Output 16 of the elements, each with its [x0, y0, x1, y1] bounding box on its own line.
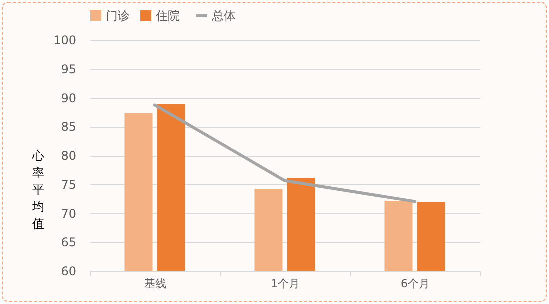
- x-tick-label: 6个月: [401, 278, 430, 290]
- legend-label: 总体: [211, 9, 236, 23]
- y-tick-label: 100: [54, 34, 76, 48]
- y-tick-label: 60: [61, 264, 76, 278]
- y-tick-label: 65: [61, 236, 76, 250]
- y-tick-label: 95: [61, 62, 76, 76]
- x-tick-label: 基线: [144, 278, 166, 290]
- legend-label: 住院: [155, 9, 180, 23]
- y-tick-label: 90: [61, 91, 76, 106]
- x-tick-label: 1个月: [271, 278, 300, 290]
- legend-label: 门诊: [106, 9, 130, 23]
- y-tick-label: 85: [61, 120, 76, 134]
- y-tick-label: 80: [61, 149, 76, 163]
- y-axis-title: 心率平均值: [32, 149, 44, 231]
- y-tick-label: 70: [61, 206, 76, 221]
- y-tick-label: 75: [61, 178, 76, 192]
